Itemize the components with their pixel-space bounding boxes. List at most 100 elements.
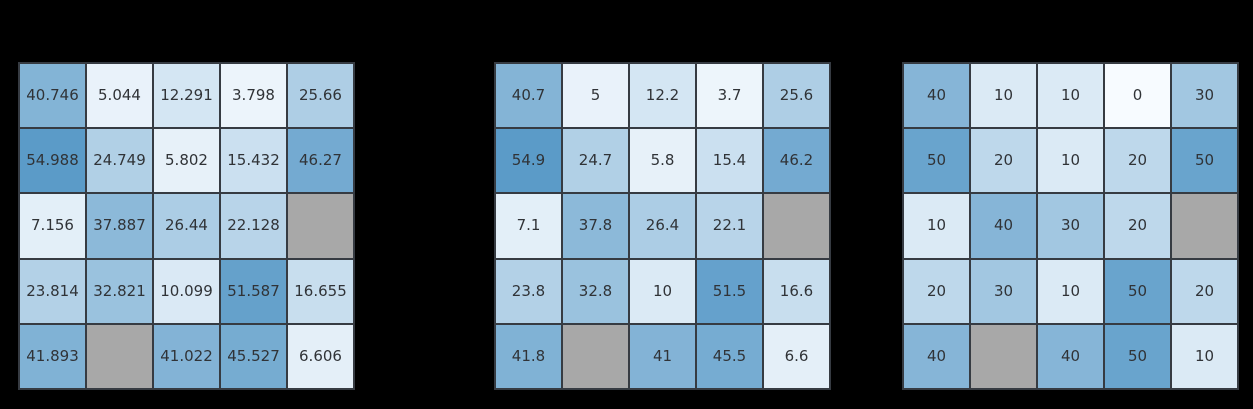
heatmap-cell: 30 [969, 257, 1038, 325]
heatmap-cell: 22.1 [695, 192, 764, 260]
heatmap-cell: 50 [1170, 127, 1239, 195]
heatmap-cell: 46.27 [286, 127, 355, 195]
heatmap-table-rounded-tens: 40 10 10 0 30 50 20 10 20 50 10 40 30 20 20 30 10 50 20 40 4… [902, 61, 1239, 391]
heatmap-row: 23.8 32.8 10 51.5 16.6 [494, 257, 831, 325]
heatmap-row: 7.156 37.887 26.44 22.128 [18, 192, 355, 260]
heatmap-cell: 5.044 [85, 61, 154, 130]
heatmap-cell: 51.587 [219, 257, 288, 325]
heatmap-cell: 50 [1103, 322, 1172, 391]
heatmap-cell: 22.128 [219, 192, 288, 260]
heatmap-cell: 5.8 [628, 127, 697, 195]
heatmap-row: 20 30 10 50 20 [902, 257, 1239, 325]
heatmap-cell: 15.4 [695, 127, 764, 195]
heatmap-cell: 0 [1103, 61, 1172, 130]
heatmap-cell: 6.606 [286, 322, 355, 391]
heatmap-cell: 25.6 [762, 61, 831, 130]
heatmap-cell: 50 [1103, 257, 1172, 325]
heatmap-cell: 26.4 [628, 192, 697, 260]
heatmap-row: 50 20 10 20 50 [902, 127, 1239, 195]
heatmap-cell: 45.527 [219, 322, 288, 391]
heatmap-cell: 16.6 [762, 257, 831, 325]
heatmap-cell: 20 [1103, 192, 1172, 260]
heatmap-cell: 3.7 [695, 61, 764, 130]
heatmap-cell: 46.2 [762, 127, 831, 195]
heatmap-cell: 7.156 [18, 192, 87, 260]
heatmap-body-rounded-tens: 40 10 10 0 30 50 20 10 20 50 10 40 30 20 20 30 10 50 20 40 4… [902, 61, 1239, 391]
heatmap-cell-missing [286, 192, 355, 260]
heatmap-row: 54.988 24.749 5.802 15.432 46.27 [18, 127, 355, 195]
heatmap-cell: 10 [969, 61, 1038, 130]
heatmap-cell: 20 [969, 127, 1038, 195]
heatmap-body-original: 40.746 5.044 12.291 3.798 25.66 54.988 24.749 5… [18, 61, 355, 391]
heatmap-cell: 41.8 [494, 322, 563, 391]
heatmap-cell-missing [561, 322, 630, 391]
heatmap-cell: 10 [1036, 61, 1105, 130]
heatmap-row: 54.9 24.7 5.8 15.4 46.2 [494, 127, 831, 195]
heatmap-cell: 54.9 [494, 127, 563, 195]
heatmap-cell: 26.44 [152, 192, 221, 260]
heatmap-cell: 12.2 [628, 61, 697, 130]
heatmap-cell: 20 [902, 257, 971, 325]
heatmap-cell: 15.432 [219, 127, 288, 195]
heatmap-cell: 41.893 [18, 322, 87, 391]
heatmap-cell: 23.814 [18, 257, 87, 325]
heatmap-rounded-to-tens: 40 10 10 0 30 50 20 10 20 50 10 40 30 20 20 30 10 50 20 40 4… [902, 61, 1239, 391]
heatmap-cell: 40 [902, 61, 971, 130]
heatmap-row: 40 40 50 10 [902, 322, 1239, 391]
heatmap-rounded-one-decimal: 40.7 5 12.2 3.7 25.6 54.9 24.7 5.8 15.4 46.2 7.1 37… [494, 61, 831, 391]
heatmap-cell: 10 [628, 257, 697, 325]
heatmap-row: 40 10 10 0 30 [902, 61, 1239, 130]
heatmap-cell: 6.6 [762, 322, 831, 391]
heatmap-row: 40.746 5.044 12.291 3.798 25.66 [18, 61, 355, 130]
heatmap-cell: 7.1 [494, 192, 563, 260]
heatmap-cell: 10 [902, 192, 971, 260]
heatmap-cell: 40 [969, 192, 1038, 260]
heatmap-cell: 30 [1036, 192, 1105, 260]
heatmap-row: 10 40 30 20 [902, 192, 1239, 260]
heatmap-row: 40.7 5 12.2 3.7 25.6 [494, 61, 831, 130]
heatmap-cell: 41 [628, 322, 697, 391]
heatmap-cell: 41.022 [152, 322, 221, 391]
heatmap-cell-missing [969, 322, 1038, 391]
heatmap-cell: 16.655 [286, 257, 355, 325]
heatmap-cell: 30 [1170, 61, 1239, 130]
heatmap-cell: 24.749 [85, 127, 154, 195]
heatmap-cell: 25.66 [286, 61, 355, 130]
heatmap-cell: 40 [902, 322, 971, 391]
heatmap-cell: 40 [1036, 322, 1105, 391]
heatmap-cell: 40.7 [494, 61, 563, 130]
heatmap-cell: 45.5 [695, 322, 764, 391]
heatmap-cell: 23.8 [494, 257, 563, 325]
heatmap-original-values: 40.746 5.044 12.291 3.798 25.66 54.988 24.749 5… [18, 61, 355, 391]
heatmap-cell: 37.8 [561, 192, 630, 260]
heatmap-row: 23.814 32.821 10.099 51.587 16.655 [18, 257, 355, 325]
heatmap-row: 41.8 41 45.5 6.6 [494, 322, 831, 391]
heatmap-cell-missing [762, 192, 831, 260]
heatmap-table-original: 40.746 5.044 12.291 3.798 25.66 54.988 24.749 5… [18, 61, 355, 391]
heatmap-cell: 32.821 [85, 257, 154, 325]
heatmap-cell: 20 [1103, 127, 1172, 195]
heatmap-cell: 54.988 [18, 127, 87, 195]
heatmap-cell: 50 [902, 127, 971, 195]
heatmap-cell: 24.7 [561, 127, 630, 195]
heatmap-table-rounded-1dp: 40.7 5 12.2 3.7 25.6 54.9 24.7 5.8 15.4 46.2 7.1 37… [494, 61, 831, 391]
heatmap-row: 41.893 41.022 45.527 6.606 [18, 322, 355, 391]
heatmap-cell: 10.099 [152, 257, 221, 325]
heatmap-cell: 20 [1170, 257, 1239, 325]
heatmap-cell: 3.798 [219, 61, 288, 130]
heatmap-cell: 5 [561, 61, 630, 130]
heatmap-cell: 5.802 [152, 127, 221, 195]
heatmap-cell: 10 [1036, 257, 1105, 325]
heatmap-cell: 51.5 [695, 257, 764, 325]
heatmap-cell: 37.887 [85, 192, 154, 260]
heatmap-cell: 12.291 [152, 61, 221, 130]
heatmap-cell-missing [85, 322, 154, 391]
heatmap-row: 7.1 37.8 26.4 22.1 [494, 192, 831, 260]
heatmap-cell-missing [1170, 192, 1239, 260]
heatmap-cell: 10 [1170, 322, 1239, 391]
heatmap-cell: 40.746 [18, 61, 87, 130]
heatmap-cell: 32.8 [561, 257, 630, 325]
heatmap-cell: 10 [1036, 127, 1105, 195]
heatmap-body-rounded-1dp: 40.7 5 12.2 3.7 25.6 54.9 24.7 5.8 15.4 46.2 7.1 37… [494, 61, 831, 391]
